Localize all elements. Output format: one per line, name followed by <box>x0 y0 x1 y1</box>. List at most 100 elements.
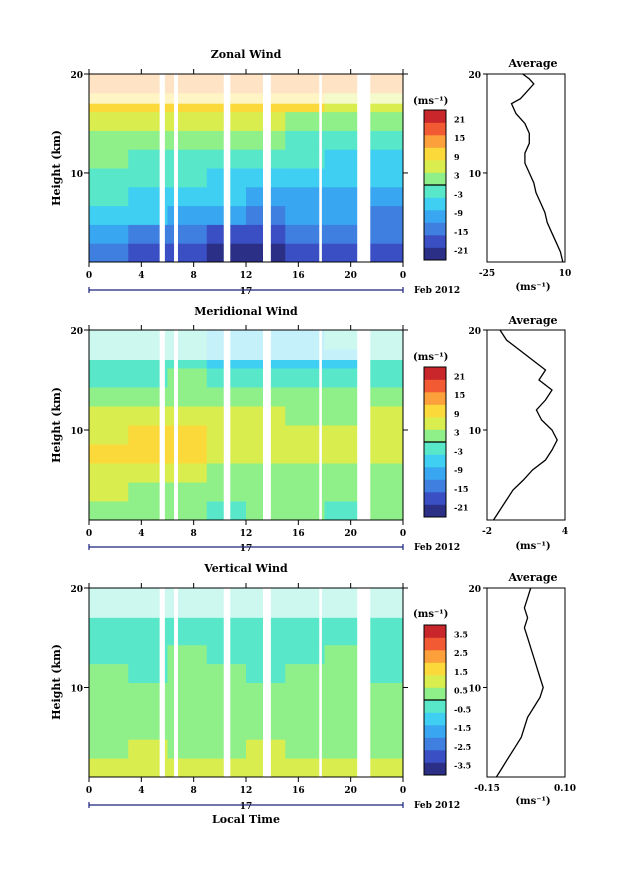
heatmap-cell <box>128 130 168 150</box>
colorbar-swatch <box>424 762 446 776</box>
data-gap <box>223 588 231 777</box>
heatmap-cell <box>363 205 404 225</box>
heatmap-cell <box>285 368 325 388</box>
heatmap-cell <box>167 168 208 188</box>
average-y-tick-label: 20 <box>468 327 481 337</box>
colorbar-tick-label: -15 <box>454 227 468 237</box>
average-frame <box>486 329 566 521</box>
heatmap-cell <box>363 130 404 150</box>
heatmap-cell <box>167 387 208 407</box>
heatmap-cell <box>363 243 404 263</box>
colorbar-swatch <box>424 504 446 518</box>
colorbar-swatch <box>424 687 446 701</box>
colorbar-tick-label: 21 <box>454 114 465 124</box>
heatmap-cell <box>89 168 129 188</box>
y-tick-label: 20 <box>70 71 83 81</box>
heatmap-plot-area <box>89 330 404 521</box>
heatmap-cell <box>324 368 365 388</box>
data-gap <box>159 330 165 520</box>
x-tick-label: 4 <box>138 271 144 281</box>
month-label: Feb 2012 <box>414 801 460 811</box>
x-tick-label: 8 <box>191 786 197 796</box>
colorbar-tick-label: -9 <box>454 208 463 218</box>
colorbar-tick-label: 3 <box>454 428 460 438</box>
heatmap-cell <box>324 482 365 502</box>
average-y-tick-label: 20 <box>468 585 481 595</box>
heatmap-plot-area <box>89 588 404 778</box>
date-label: 17 <box>240 287 253 297</box>
heatmap-cell <box>324 111 365 131</box>
heatmap-cell <box>324 186 365 207</box>
colorbar-tick-label: 9 <box>454 409 460 419</box>
heatmap-cell <box>89 482 129 502</box>
colorbar-tick-label: 15 <box>454 133 465 143</box>
heatmap-cell <box>89 149 129 169</box>
heatmap-cell <box>167 463 208 483</box>
colorbar-swatch <box>424 725 446 738</box>
x-axis-label: Local Time <box>212 813 280 826</box>
colorbar-swatch <box>424 737 446 751</box>
heatmap-cell <box>363 625 404 646</box>
heatmap-cell <box>285 168 325 188</box>
x-tick-label: 12 <box>240 529 253 539</box>
average-title: Average <box>507 314 557 327</box>
data-gap <box>357 330 371 520</box>
colorbar-swatch <box>424 392 446 405</box>
heatmap-cell <box>324 130 365 150</box>
x-tick-label: 0 <box>400 529 406 539</box>
data-gap <box>159 588 165 777</box>
y-tick-label: 10 <box>70 427 83 437</box>
colorbar-tick-label: -3 <box>454 446 463 456</box>
panel-meridional-wind: Meridional Wind Height (km) 0 4 8 12 16 20 0 17… <box>50 305 568 554</box>
heatmap-cell <box>167 368 208 388</box>
heatmap-cell <box>167 682 208 702</box>
x-tick-label: 0 <box>86 786 92 796</box>
heatmap-cell <box>285 205 325 225</box>
average-x-tick-label: 10 <box>559 269 572 279</box>
heatmap-cell <box>285 463 325 483</box>
colorbar-swatch <box>424 637 446 651</box>
heatmap-cell <box>363 168 404 188</box>
average-x-tick-label: -0.15 <box>474 784 500 794</box>
y-tick-label: 20 <box>70 327 83 337</box>
date-axis: Feb 2012 <box>88 801 460 811</box>
average-profile: 20 10 -0.15 0.10 <box>468 585 575 794</box>
colorbar-tick-label: -15 <box>454 484 468 494</box>
heatmap-cell <box>363 663 404 683</box>
heatmap-cell <box>324 168 365 188</box>
heatmap-cell <box>89 130 129 150</box>
colorbar-tick-label: -21 <box>454 503 468 513</box>
x-tick-label: 12 <box>240 271 253 281</box>
heatmap-cell <box>285 739 325 759</box>
heatmap-cell <box>324 501 365 521</box>
heatmap-cell <box>128 444 168 464</box>
heatmap-cell <box>324 739 365 759</box>
heatmap-cell <box>363 501 404 521</box>
heatmap-cell <box>363 482 404 502</box>
heatmap-cell <box>324 644 365 665</box>
colorbar-tick-label: 3.5 <box>454 629 468 639</box>
heatmap-cell <box>363 758 404 778</box>
heatmap-cell <box>167 625 208 646</box>
heatmap-cell <box>167 224 208 244</box>
colorbar-swatch <box>424 147 446 161</box>
average-x-tick-label: 0.10 <box>554 784 576 794</box>
data-gap <box>174 330 178 520</box>
colorbar-swatch <box>424 700 446 713</box>
heatmap-cell <box>167 111 208 131</box>
data-gap <box>357 74 371 262</box>
heatmap-cell <box>285 387 325 407</box>
colorbar: 21 15 9 3 -3 -9 -15 -21 <box>423 366 468 518</box>
x-tick-label: 4 <box>138 529 144 539</box>
heatmap-cell <box>363 111 404 131</box>
heatmap-cell <box>167 501 208 521</box>
colorbar-swatch <box>424 185 446 198</box>
heatmap-cell <box>363 739 404 759</box>
colorbar-tick-label: 1.5 <box>454 667 468 677</box>
heatmap-cell <box>89 625 129 646</box>
average-frame <box>486 73 566 263</box>
colorbar-unit: (ms⁻¹) <box>413 96 448 107</box>
data-gap <box>223 74 231 262</box>
colorbar-swatch <box>424 712 446 726</box>
